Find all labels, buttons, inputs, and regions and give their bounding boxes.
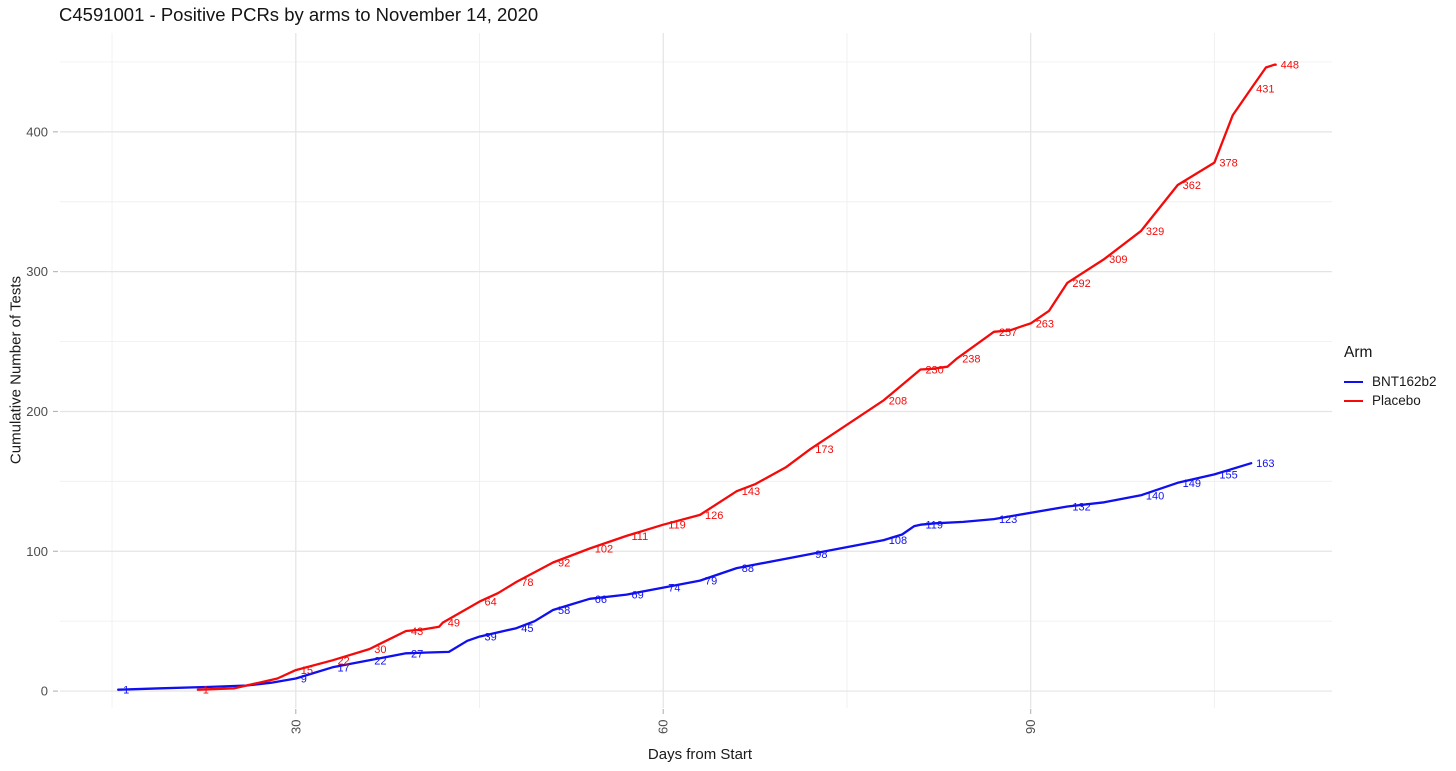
data-label-bnt162b2: 69: [631, 590, 643, 602]
data-label-bnt162b2: 98: [815, 549, 827, 561]
data-label-bnt162b2: 66: [595, 594, 607, 606]
data-label-placebo: 143: [742, 486, 760, 498]
data-label-placebo: 43: [411, 626, 423, 638]
data-label-bnt162b2: 163: [1256, 458, 1274, 470]
data-label-bnt162b2: 155: [1219, 469, 1237, 481]
data-label-placebo: 292: [1072, 278, 1090, 290]
data-label-placebo: 230: [925, 365, 943, 377]
data-label-placebo: 378: [1219, 158, 1237, 170]
data-label-placebo: 119: [668, 520, 686, 532]
series-line-placebo: [196, 63, 1277, 691]
x-tick-label: 30: [288, 720, 303, 734]
data-label-placebo: 309: [1109, 254, 1127, 266]
data-label-placebo: 208: [889, 395, 907, 407]
y-tick-label: 400: [26, 124, 48, 139]
legend-item-placebo: Placebo: [1344, 391, 1437, 410]
data-label-bnt162b2: 140: [1146, 490, 1164, 502]
y-tick-label: 300: [26, 264, 48, 279]
y-tick-label: 0: [41, 684, 48, 699]
data-label-bnt162b2: 123: [999, 514, 1017, 526]
x-tick-label: 60: [656, 720, 671, 734]
x-axis-title: Days from Start: [647, 746, 753, 763]
legend-item-bnt162b2: BNT162b2: [1344, 372, 1437, 391]
data-label-placebo: 64: [485, 597, 497, 609]
data-label-placebo: 92: [558, 557, 570, 569]
data-label-bnt162b2: 149: [1183, 478, 1201, 490]
data-label-placebo: 126: [705, 510, 723, 522]
data-label-bnt162b2: 79: [705, 576, 717, 588]
data-label-bnt162b2: 22: [374, 655, 386, 667]
data-label-bnt162b2: 39: [485, 632, 497, 644]
data-label-bnt162b2: 58: [558, 605, 570, 617]
data-label-bnt162b2: 1: [123, 685, 129, 697]
data-label-placebo: 78: [521, 577, 533, 589]
data-label-bnt162b2: 17: [338, 662, 350, 674]
data-label-placebo: 22: [338, 655, 350, 667]
legend-item-label-placebo: Placebo: [1372, 393, 1421, 408]
legend: Arm BNT162b2 Placebo: [1344, 344, 1437, 410]
data-label-bnt162b2: 108: [889, 535, 907, 547]
data-label-bnt162b2: 88: [742, 563, 754, 575]
data-label-placebo: 238: [962, 353, 980, 365]
data-label-bnt162b2: 27: [411, 648, 423, 660]
data-label-placebo: 257: [999, 327, 1017, 339]
chart-title: C4591001 - Positive PCRs by arms to Nove…: [59, 4, 539, 25]
y-tick-label: 200: [26, 404, 48, 419]
legend-title: Arm: [1344, 344, 1373, 361]
data-label-placebo: 431: [1256, 84, 1274, 96]
legend-key-line-placebo: [1344, 399, 1363, 402]
series-line-bnt162b2: [117, 462, 1253, 691]
data-label-placebo: 111: [631, 531, 648, 543]
data-label-placebo: 102: [595, 543, 613, 555]
data-label-placebo: 263: [1036, 318, 1054, 330]
data-label-bnt162b2: 9: [301, 674, 307, 686]
data-label-placebo: 362: [1183, 180, 1201, 192]
data-label-placebo: 1: [203, 685, 209, 697]
data-label-bnt162b2: 45: [521, 623, 533, 635]
legend-key-line-bnt162b2: [1344, 380, 1363, 383]
data-label-placebo: 15: [301, 665, 313, 677]
data-label-placebo: 49: [448, 618, 460, 630]
data-label-placebo: 329: [1146, 226, 1164, 238]
x-tick-label: 90: [1023, 720, 1038, 734]
data-label-placebo: 30: [374, 644, 386, 656]
data-label-placebo: 173: [815, 444, 833, 456]
data-label-bnt162b2: 74: [668, 583, 680, 595]
data-label-bnt162b2: 119: [925, 520, 943, 532]
y-tick-label: 100: [26, 544, 48, 559]
legend-item-label-bnt162b2: BNT162b2: [1372, 374, 1437, 389]
data-label-bnt162b2: 132: [1072, 502, 1090, 514]
data-label-placebo: 448: [1281, 60, 1299, 72]
